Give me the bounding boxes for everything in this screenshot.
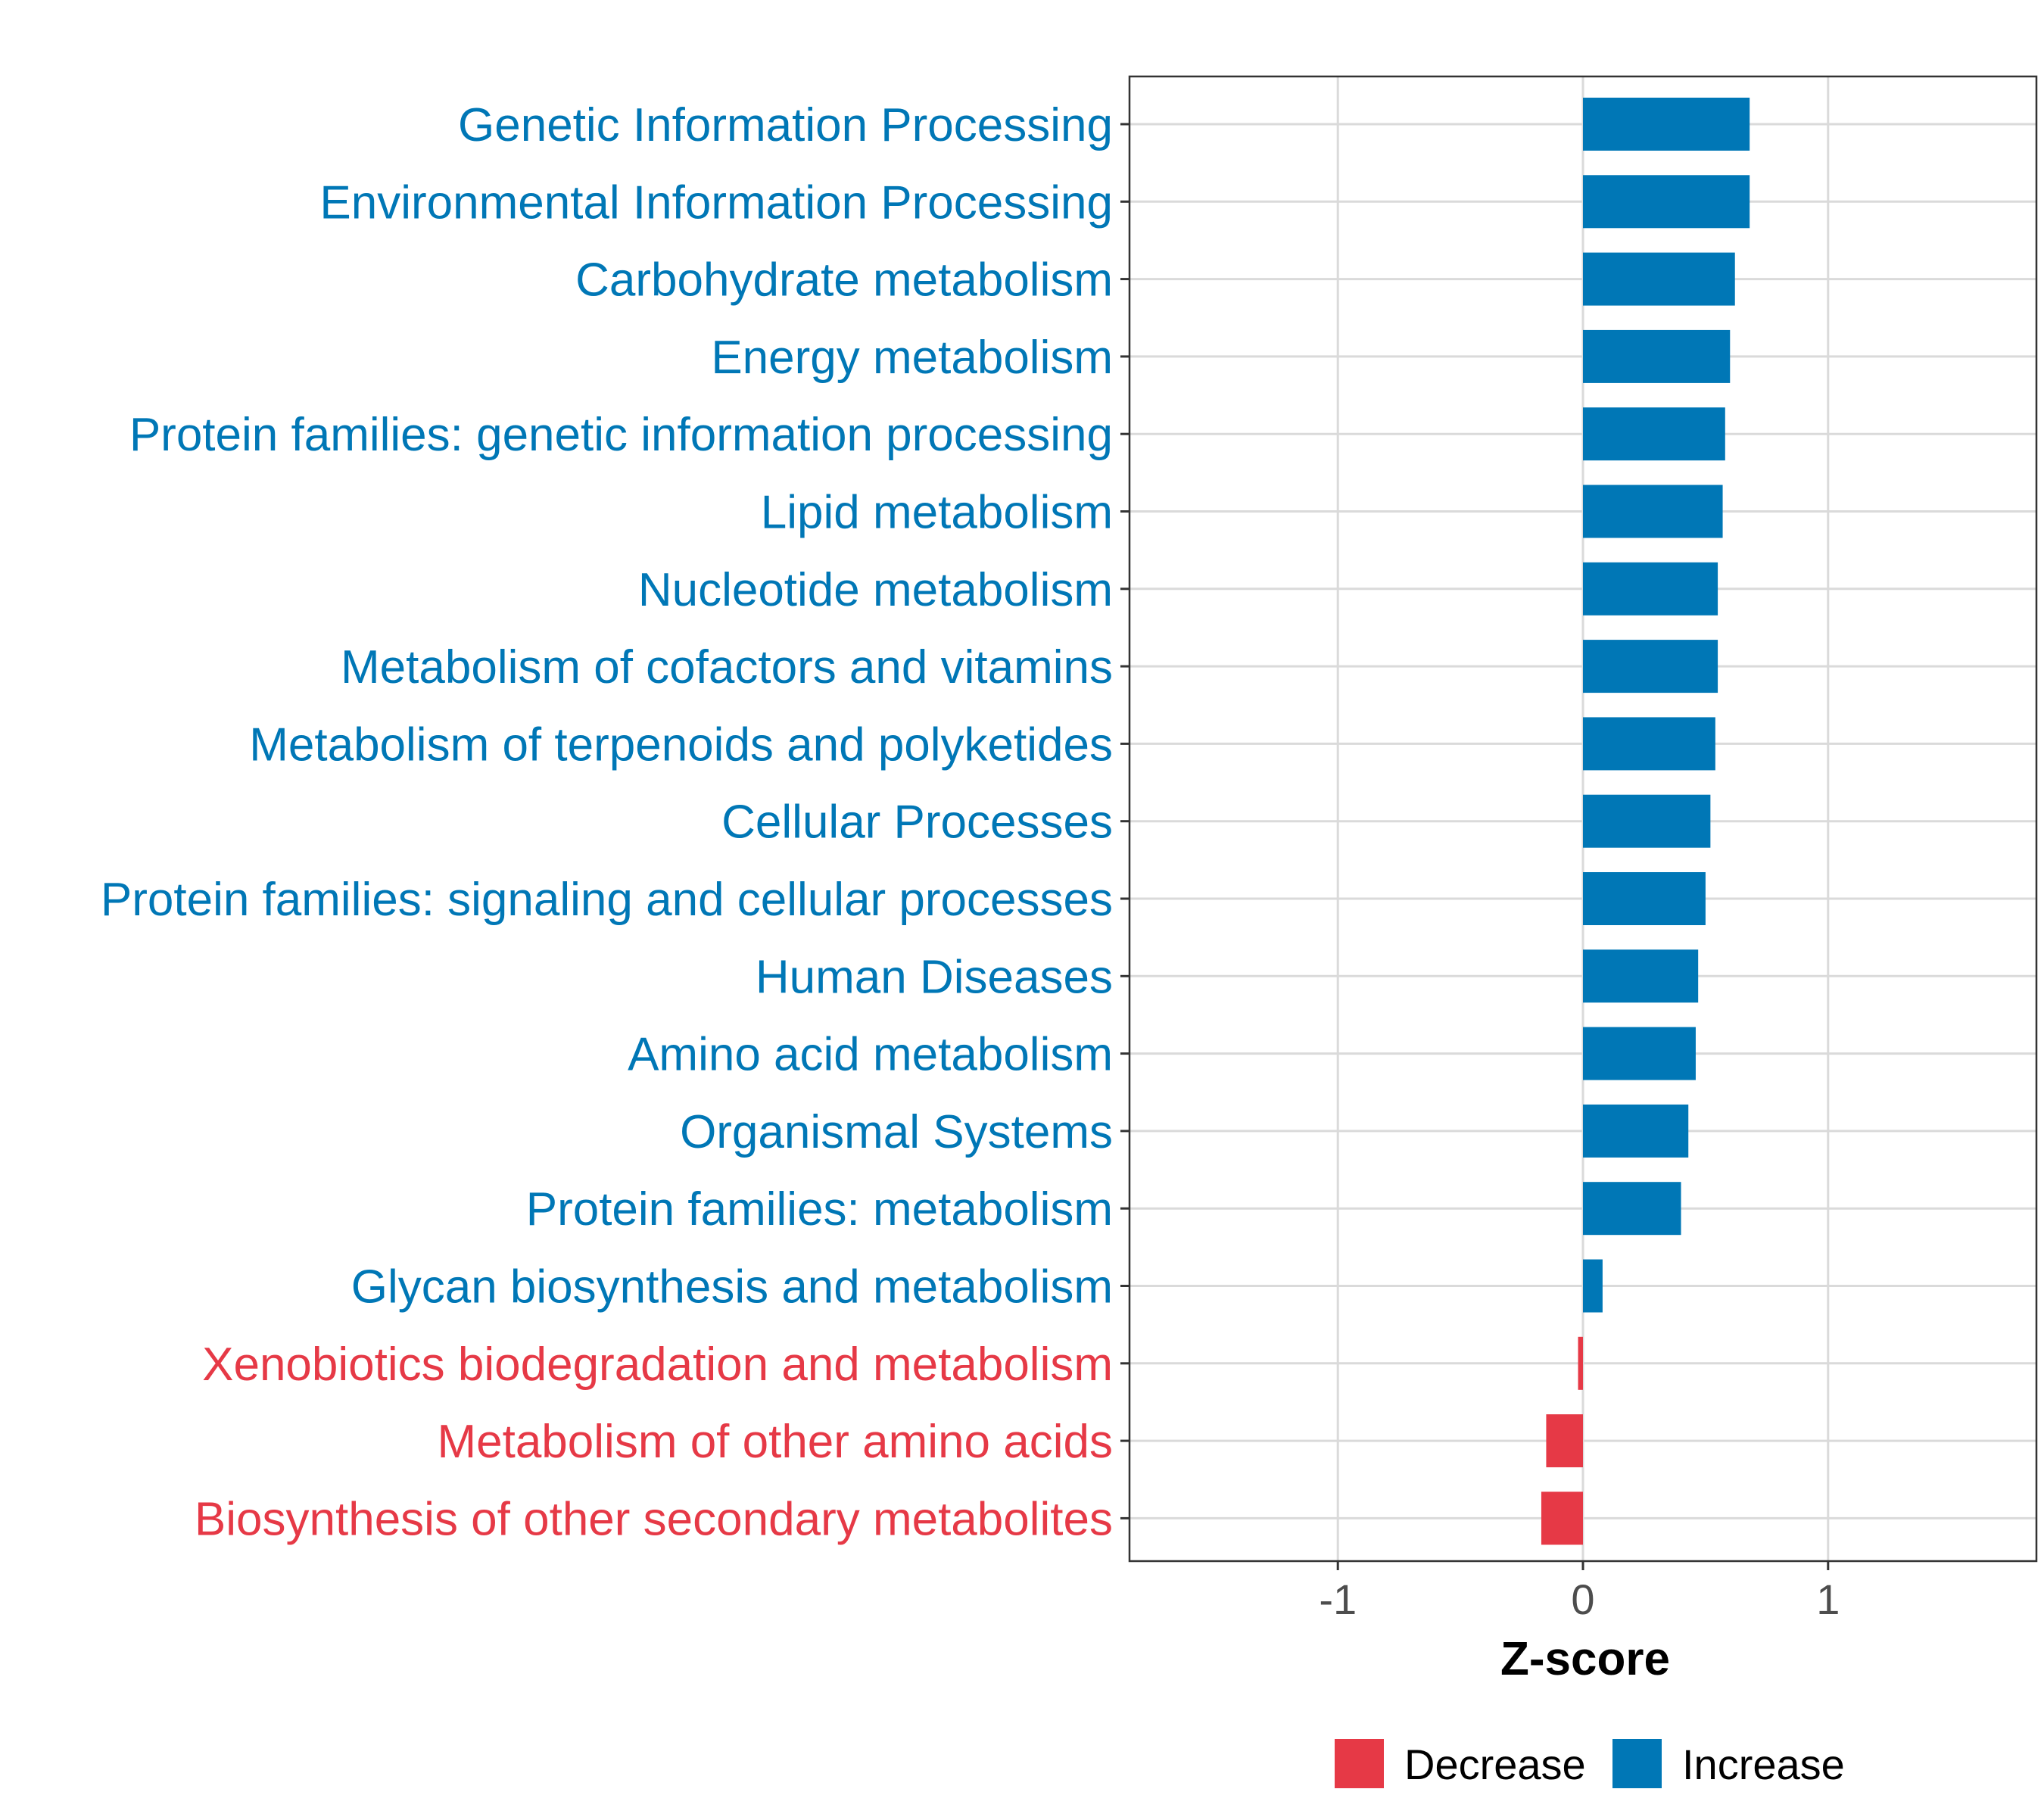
bar bbox=[1583, 717, 1715, 771]
category-label: Metabolism of terpenoids and polyketides bbox=[249, 718, 1113, 771]
bar bbox=[1583, 949, 1699, 1003]
category-label: Genetic Information Processing bbox=[458, 99, 1113, 151]
category-label: Glycan biosynthesis and metabolism bbox=[351, 1261, 1113, 1314]
x-tick-label: 0 bbox=[1571, 1575, 1594, 1623]
category-label: Energy metabolism bbox=[711, 332, 1113, 384]
category-label: Environmental Information Processing bbox=[319, 176, 1113, 229]
bar bbox=[1583, 562, 1718, 616]
x-axis-title: Z-score bbox=[1500, 1633, 1670, 1685]
bar bbox=[1583, 640, 1718, 693]
bar bbox=[1583, 1104, 1689, 1158]
bar bbox=[1583, 1027, 1696, 1080]
bar bbox=[1583, 407, 1725, 461]
bars bbox=[1541, 98, 1750, 1545]
bar bbox=[1583, 485, 1723, 538]
legend-label-decrease: Decrease bbox=[1404, 1741, 1586, 1788]
bar bbox=[1583, 252, 1735, 306]
category-label: Carbohydrate metabolism bbox=[575, 254, 1113, 307]
bar bbox=[1583, 794, 1711, 848]
bar bbox=[1546, 1414, 1583, 1468]
legend-swatch-increase bbox=[1612, 1739, 1662, 1788]
category-label: Protein families: metabolism bbox=[526, 1183, 1113, 1236]
x-tick-label: -1 bbox=[1319, 1575, 1357, 1623]
category-label: Metabolism of cofactors and vitamins bbox=[341, 641, 1113, 693]
category-label: Metabolism of other amino acids bbox=[437, 1416, 1113, 1468]
category-label: Lipid metabolism bbox=[761, 487, 1113, 539]
category-label: Protein families: genetic information pr… bbox=[129, 409, 1113, 461]
legend: Decrease Increase bbox=[1335, 1739, 1845, 1788]
x-tick-labels: -1 0 1 bbox=[1319, 1575, 1840, 1623]
category-label: Human Diseases bbox=[756, 951, 1113, 1003]
x-tick-label: 1 bbox=[1816, 1575, 1840, 1623]
category-label: Biosynthesis of other secondary metaboli… bbox=[195, 1493, 1113, 1545]
category-label: Xenobiotics biodegradation and metabolis… bbox=[202, 1339, 1113, 1391]
bar bbox=[1583, 872, 1706, 925]
category-labels: Genetic Information Processing Environmen… bbox=[101, 99, 1113, 1545]
category-label: Organismal Systems bbox=[680, 1106, 1113, 1158]
legend-label-increase: Increase bbox=[1682, 1741, 1845, 1788]
category-label: Amino acid metabolism bbox=[628, 1029, 1113, 1081]
bar bbox=[1583, 329, 1731, 383]
bar bbox=[1583, 175, 1750, 229]
axis-ticks bbox=[1120, 123, 1830, 1570]
bar bbox=[1541, 1491, 1583, 1545]
category-label: Cellular Processes bbox=[721, 796, 1113, 849]
bar bbox=[1578, 1336, 1583, 1390]
bar bbox=[1583, 98, 1750, 151]
category-label: Nucleotide metabolism bbox=[638, 564, 1113, 616]
legend-swatch-decrease bbox=[1335, 1739, 1384, 1788]
bar bbox=[1583, 1259, 1603, 1313]
category-label: Protein families: signaling and cellular… bbox=[101, 874, 1113, 926]
bar bbox=[1583, 1182, 1681, 1236]
